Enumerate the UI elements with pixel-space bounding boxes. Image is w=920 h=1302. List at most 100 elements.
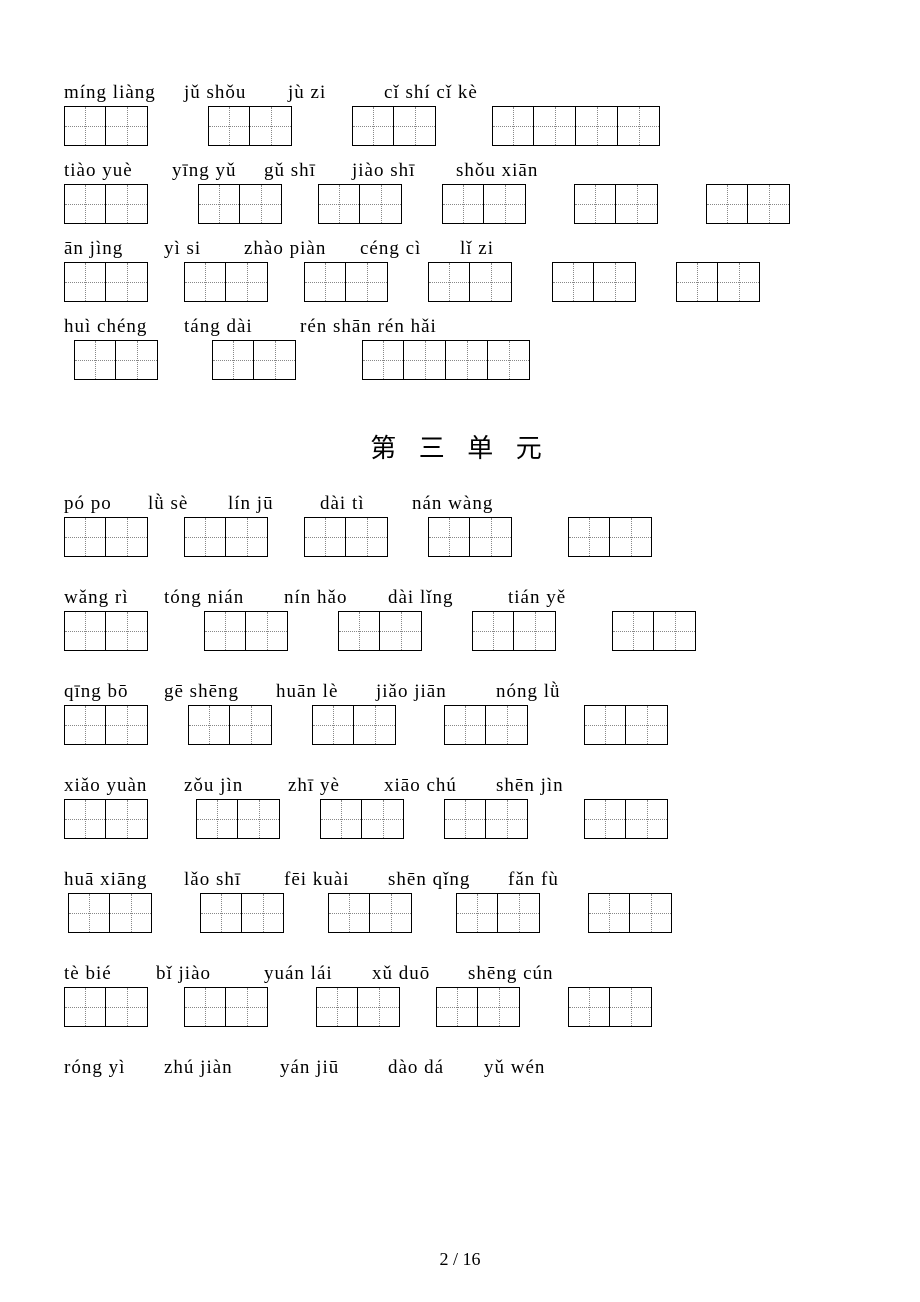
writing-box-group [428,517,512,557]
pinyin-word: yīng yǔ [172,160,264,182]
writing-box-group [304,262,388,302]
writing-box-group [352,106,436,146]
tian-zi-ge-cell [184,987,226,1027]
pinyin-word: gǔ shī [264,160,352,182]
pinyin-row: tiào yuèyīng yǔgǔ shījiào shīshǒu xiān [64,160,856,182]
tian-zi-ge-cell [254,340,296,380]
writing-box-group [612,611,696,651]
pinyin-word: jiǎo jiān [376,681,496,703]
tian-zi-ge-cell [226,262,268,302]
pinyin-row: qīng bōgē shēnghuān lèjiǎo jiānnóng lǜ [64,681,856,703]
tian-zi-ge-cell [610,517,652,557]
writing-box-group [584,799,668,839]
writing-box-row [64,262,856,302]
pinyin-word: jǔ shǒu [184,82,288,104]
pinyin-word: róng yì [64,1057,164,1079]
tian-zi-ge-cell [370,893,412,933]
tian-zi-ge-cell [456,893,498,933]
tian-zi-ge-cell [498,893,540,933]
pinyin-word: céng cì [360,238,460,260]
pinyin-word: dài lǐng [388,587,508,609]
writing-box-group [196,799,280,839]
page-number: 2 / 16 [0,1249,920,1270]
writing-box-group [64,517,148,557]
pinyin-word: fǎn fù [508,869,598,891]
writing-box-row [64,517,856,557]
tian-zi-ge-cell [226,987,268,1027]
pinyin-word: rén shān rén hǎi [300,316,500,338]
pinyin-row: míng liàngjǔ shǒujù zicǐ shí cǐ kè [64,82,856,104]
tian-zi-ge-cell [240,184,282,224]
tian-zi-ge-cell [304,262,346,302]
tian-zi-ge-cell [626,799,668,839]
pinyin-word: huā xiāng [64,869,184,891]
tian-zi-ge-cell [64,262,106,302]
tian-zi-ge-cell [444,705,486,745]
tian-zi-ge-cell [246,611,288,651]
pinyin-word: fēi kuài [284,869,388,891]
pinyin-word: shēn jìn [496,775,606,797]
writing-box-group [574,184,658,224]
pinyin-word: lǐ zi [460,238,540,260]
tian-zi-ge-cell [568,517,610,557]
writing-box-group [444,705,528,745]
pinyin-word: míng liàng [64,82,184,104]
tian-zi-ge-cell [428,517,470,557]
tian-zi-ge-cell [514,611,556,651]
tian-zi-ge-cell [230,705,272,745]
tian-zi-ge-cell [394,106,436,146]
tian-zi-ge-cell [106,799,148,839]
tian-zi-ge-cell [68,893,110,933]
pinyin-word: lín jū [228,493,320,515]
writing-box-row [64,893,856,933]
writing-box-group [472,611,556,651]
tian-zi-ge-cell [616,184,658,224]
tian-zi-ge-cell [718,262,760,302]
pinyin-word: tián yě [508,587,608,609]
tian-zi-ge-cell [196,799,238,839]
tian-zi-ge-cell [380,611,422,651]
pinyin-row: ān jìngyì sizhào piàncéng cìlǐ zi [64,238,856,260]
tian-zi-ge-cell [618,106,660,146]
writing-box-group [362,340,530,380]
tian-zi-ge-cell [328,893,370,933]
tian-zi-ge-cell [110,893,152,933]
writing-box-group [64,705,148,745]
tian-zi-ge-cell [226,517,268,557]
tian-zi-ge-cell [64,987,106,1027]
tian-zi-ge-cell [362,340,404,380]
pinyin-word: yán jiū [280,1057,388,1079]
tian-zi-ge-cell [362,799,404,839]
writing-box-group [320,799,404,839]
writing-box-group [200,893,284,933]
pinyin-row: xiǎo yuànzǒu jìnzhī yèxiāo chúshēn jìn [64,775,856,797]
tian-zi-ge-cell [654,611,696,651]
tian-zi-ge-cell [594,262,636,302]
pinyin-row: pó polǜ sèlín jūdài tìnán wàng [64,493,856,515]
pinyin-word: shǒu xiān [456,160,576,182]
writing-box-group [184,987,268,1027]
writing-box-row [64,705,856,745]
tian-zi-ge-cell [442,184,484,224]
tian-zi-ge-cell [486,799,528,839]
tian-zi-ge-cell [242,893,284,933]
pinyin-word: huān lè [276,681,376,703]
tian-zi-ge-cell [106,262,148,302]
writing-box-group [64,799,148,839]
writing-box-group [188,705,272,745]
writing-box-group [74,340,158,380]
tian-zi-ge-cell [320,799,362,839]
tian-zi-ge-cell [106,987,148,1027]
tian-zi-ge-cell [184,517,226,557]
writing-box-row [64,987,856,1027]
tian-zi-ge-cell [748,184,790,224]
tian-zi-ge-cell [352,106,394,146]
tian-zi-ge-cell [312,705,354,745]
writing-box-group [198,184,282,224]
pinyin-word: zhào piàn [244,238,360,260]
tian-zi-ge-cell [106,184,148,224]
pinyin-word: wǎng rì [64,587,164,609]
pinyin-word: nóng lǜ [496,681,596,703]
pinyin-word: lǜ sè [148,493,228,515]
tian-zi-ge-cell [346,262,388,302]
